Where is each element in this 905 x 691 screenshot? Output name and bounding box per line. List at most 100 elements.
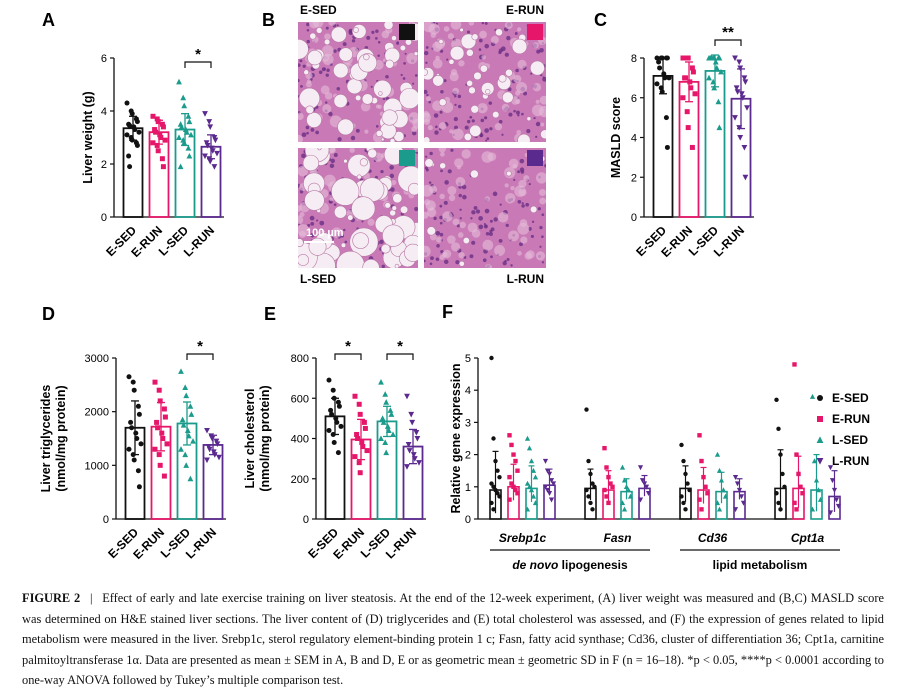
nucleus	[508, 112, 513, 117]
cytoplasm-patch	[408, 112, 418, 124]
lipid-vacuole	[438, 39, 444, 45]
panel-c-point	[706, 74, 712, 81]
panel-a-y-tick-label: 6	[101, 53, 107, 65]
lipid-vacuole	[331, 177, 360, 206]
panel-f-point	[515, 468, 520, 473]
panel-a-point	[207, 158, 214, 165]
cytoplasm-patch	[497, 212, 509, 223]
cytoplasm-patch	[425, 96, 431, 102]
panel-f-point	[643, 484, 650, 490]
nucleus	[498, 238, 503, 243]
nucleus	[404, 52, 407, 55]
panel-c-point	[712, 58, 719, 65]
nucleus	[504, 259, 507, 263]
cytoplasm-patch	[457, 232, 464, 238]
panel-d-point	[211, 452, 218, 458]
panel-f-y-tick-label: 4	[465, 385, 471, 397]
panel-c-point	[734, 89, 741, 95]
lipid-vacuole	[424, 68, 428, 76]
panel-f-point	[701, 474, 706, 480]
panel-a-point	[202, 153, 208, 160]
panel-f-point	[782, 484, 787, 489]
histology-label-e-sed: E-SED	[300, 3, 337, 17]
panel-e-point	[359, 440, 365, 446]
nucleus	[377, 54, 380, 57]
nucleus	[526, 129, 531, 134]
panel-c-point	[736, 125, 743, 131]
panel-f-point	[590, 507, 595, 512]
nucleus	[464, 125, 469, 130]
panel-f-point	[699, 507, 704, 512]
panel-e-point	[384, 423, 391, 429]
nucleus	[475, 209, 481, 214]
nucleus	[306, 28, 310, 32]
cytoplasm-patch	[447, 235, 456, 244]
cytoplasm-patch	[477, 103, 488, 114]
panel-a-point	[157, 132, 163, 138]
panel-e-point	[385, 427, 392, 433]
panel-f-point	[732, 474, 739, 480]
panel-e-point	[388, 411, 395, 417]
nucleus	[301, 132, 307, 138]
panel-f-point	[683, 471, 688, 477]
panel-e-point	[330, 431, 336, 437]
nucleus	[447, 169, 452, 174]
nucleus	[301, 153, 306, 159]
nucleus	[309, 215, 315, 221]
panel-c-point	[716, 124, 723, 131]
nucleus	[485, 139, 488, 142]
nucleus	[482, 258, 487, 263]
nucleus	[328, 111, 333, 117]
nucleus	[473, 206, 478, 210]
nucleus	[444, 180, 449, 185]
panel-c-point	[662, 75, 668, 81]
nucleus	[513, 178, 516, 181]
panel-e-significance-label: *	[345, 338, 351, 355]
panel-e-point	[379, 415, 386, 421]
nucleus	[539, 47, 544, 53]
nucleus	[488, 232, 493, 237]
panel-d-y-axis-title: Liver triglycerides	[39, 385, 53, 493]
panel-a-point	[160, 164, 166, 170]
nucleus	[530, 72, 533, 75]
lipid-vacuole	[346, 78, 363, 95]
nucleus	[381, 264, 386, 268]
nucleus	[433, 113, 439, 118]
panel-c-point	[659, 55, 665, 61]
nucleus	[439, 232, 444, 237]
panel-f-gene-label: Cpt1a	[791, 531, 825, 545]
nucleus	[471, 240, 476, 245]
panel-e-point	[361, 419, 367, 425]
nucleus	[361, 220, 364, 223]
panel-f-point	[621, 506, 628, 512]
panel-f-point	[798, 484, 803, 489]
lipid-vacuole	[469, 124, 482, 137]
nucleus	[351, 39, 356, 43]
nucleus	[298, 63, 301, 67]
cytoplasm-patch	[490, 35, 499, 44]
panel-a-point	[159, 156, 165, 162]
panel-f-point	[489, 500, 494, 506]
lipid-vacuole	[492, 111, 500, 119]
nucleus	[370, 85, 373, 88]
panel-c-y-tick-label: 4	[631, 133, 637, 145]
panel-f-point	[511, 484, 516, 489]
panel-f-point	[720, 487, 727, 493]
panel-f-point	[530, 493, 537, 499]
lipid-vacuole	[394, 263, 400, 268]
nucleus	[485, 232, 490, 236]
panel-d-point	[152, 446, 158, 452]
nucleus	[333, 49, 337, 53]
panel-e-point	[383, 399, 390, 405]
nucleus	[333, 153, 338, 157]
panel-d-point	[179, 416, 186, 423]
nucleus	[371, 30, 375, 34]
panel-c-y-tick-label: 6	[631, 93, 637, 105]
cytoplasm-patch	[515, 99, 521, 105]
nucleus	[457, 104, 462, 109]
lipid-vacuole	[315, 27, 323, 34]
panel-d-point	[128, 419, 134, 425]
nucleus	[484, 43, 490, 49]
cytoplasm-patch	[298, 230, 307, 238]
panel-f-point	[811, 458, 818, 464]
